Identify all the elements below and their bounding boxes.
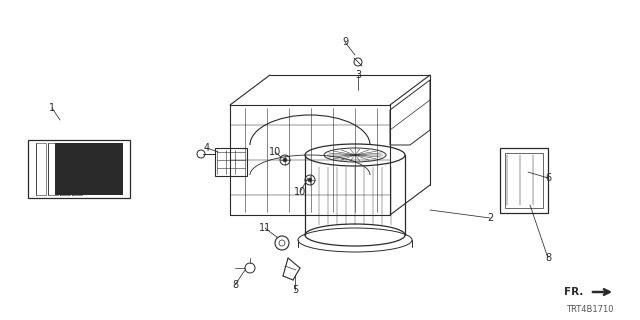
- Bar: [28, 140, 130, 198]
- Text: 7: 7: [79, 185, 85, 195]
- Bar: [55, 143, 123, 195]
- Text: 10: 10: [294, 187, 306, 197]
- Circle shape: [308, 178, 312, 182]
- Text: 1: 1: [49, 103, 55, 113]
- Bar: [36, 143, 46, 195]
- Text: 4: 4: [204, 143, 210, 153]
- Text: 6: 6: [545, 173, 551, 183]
- Text: 2: 2: [487, 213, 493, 223]
- Text: 8: 8: [232, 280, 238, 290]
- Text: 5: 5: [292, 285, 298, 295]
- Text: 11: 11: [259, 223, 271, 233]
- Bar: [215, 148, 247, 176]
- Bar: [48, 143, 58, 195]
- Bar: [505, 153, 543, 208]
- Bar: [60, 143, 70, 195]
- Text: 10: 10: [269, 147, 281, 157]
- Bar: [72, 143, 82, 195]
- Text: 8: 8: [545, 253, 551, 263]
- Circle shape: [283, 158, 287, 162]
- Text: 3: 3: [355, 70, 361, 80]
- Text: 9: 9: [342, 37, 348, 47]
- Bar: [500, 148, 548, 213]
- Text: TRT4B1710: TRT4B1710: [566, 306, 614, 315]
- Text: FR.: FR.: [564, 287, 583, 297]
